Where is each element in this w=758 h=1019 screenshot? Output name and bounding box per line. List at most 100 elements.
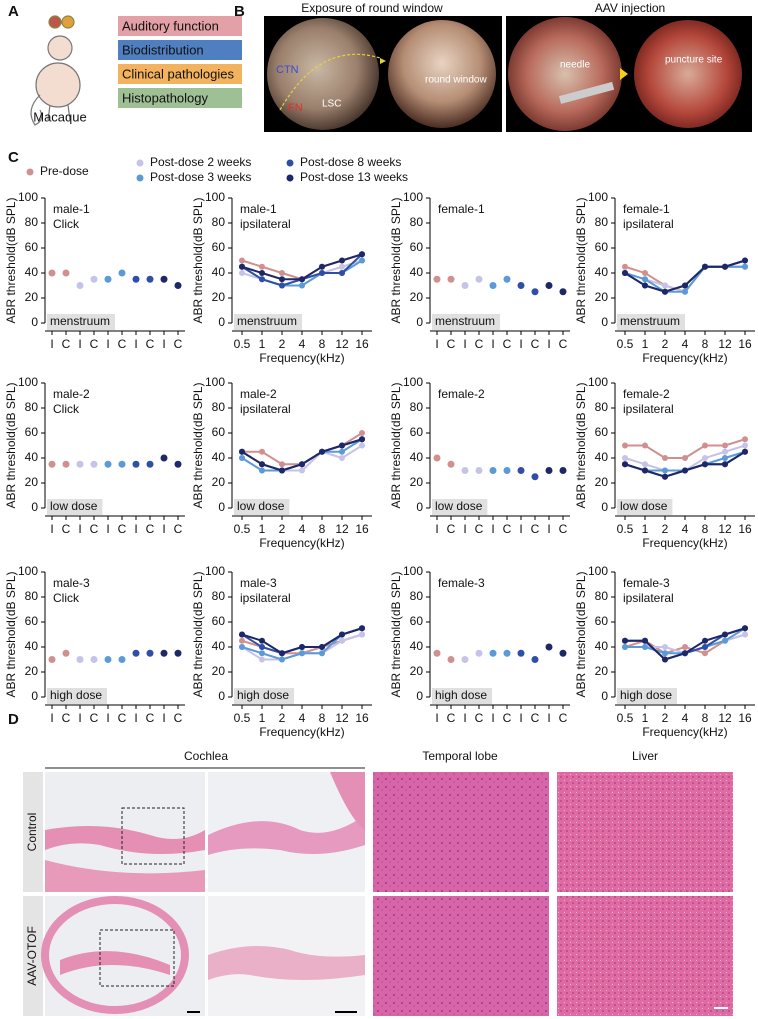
data-point bbox=[622, 461, 628, 468]
data-point bbox=[319, 650, 325, 657]
endoscope-view bbox=[508, 17, 622, 131]
data-point bbox=[118, 269, 126, 277]
x-tick-label: 2 bbox=[279, 711, 286, 725]
data-point bbox=[359, 442, 365, 449]
y-tick-label: 80 bbox=[212, 589, 226, 603]
x-tick-label: C bbox=[62, 337, 71, 351]
y-tick-label: 20 bbox=[25, 664, 39, 678]
data-point bbox=[299, 276, 305, 283]
data-point bbox=[259, 263, 265, 270]
x-tick-label: 1 bbox=[259, 711, 266, 725]
chart-subtitle: ipsilateral bbox=[240, 217, 291, 231]
data-point bbox=[447, 460, 455, 468]
row-label: AAV-OTOF bbox=[25, 926, 39, 986]
y-tick-label: 0 bbox=[601, 500, 608, 514]
data-point bbox=[642, 442, 648, 449]
x-axis-label: Frequency(kHz) bbox=[259, 725, 344, 739]
annotation: low dose bbox=[237, 499, 285, 513]
x-tick-label: C bbox=[146, 711, 155, 725]
y-tick-label: 20 bbox=[595, 290, 609, 304]
y-tick-label: 40 bbox=[25, 639, 39, 653]
x-tick-label: I bbox=[463, 522, 466, 536]
y-tick-label: 100 bbox=[18, 564, 38, 578]
x-tick-label: C bbox=[62, 522, 71, 536]
annotation: low dose bbox=[50, 499, 98, 513]
annotation: low dose bbox=[620, 499, 668, 513]
x-tick-label: I bbox=[435, 711, 438, 725]
data-point bbox=[662, 467, 668, 474]
x-tick-label: 1 bbox=[642, 522, 649, 536]
x-tick-label: I bbox=[491, 337, 494, 351]
data-point bbox=[702, 650, 708, 657]
data-point bbox=[90, 460, 98, 468]
data-point bbox=[279, 270, 285, 276]
row-label-box bbox=[23, 896, 43, 1016]
x-tick-label: C bbox=[447, 522, 456, 536]
data-point bbox=[503, 649, 511, 657]
data-point bbox=[299, 461, 305, 468]
x-tick-label: C bbox=[118, 711, 127, 725]
data-point bbox=[76, 460, 84, 468]
data-point bbox=[239, 263, 245, 270]
y-tick-label: 20 bbox=[212, 290, 226, 304]
data-point bbox=[662, 282, 668, 289]
y-tick-label: 80 bbox=[410, 215, 424, 229]
data-point bbox=[239, 637, 245, 644]
data-point bbox=[642, 282, 648, 289]
y-tick-label: 20 bbox=[25, 290, 39, 304]
y-tick-label: 60 bbox=[595, 240, 609, 254]
chart-title: male-2 bbox=[53, 387, 90, 401]
data-point bbox=[742, 263, 748, 270]
annotation-box bbox=[234, 499, 290, 515]
temporal-lobe-image bbox=[373, 896, 549, 1016]
y-tick-label: 100 bbox=[18, 375, 38, 389]
y-axis-label: ABR threshold(dB SPL) bbox=[574, 197, 588, 323]
data-point bbox=[118, 460, 126, 468]
annotation-box bbox=[47, 314, 116, 330]
data-point bbox=[319, 448, 325, 455]
chart-title: male-3 bbox=[53, 576, 90, 590]
data-point bbox=[642, 467, 648, 474]
annotation: CTN bbox=[276, 64, 299, 76]
x-tick-label: 0.5 bbox=[234, 711, 251, 725]
annotation: needle bbox=[560, 60, 590, 71]
y-tick-label: 20 bbox=[410, 475, 424, 489]
data-point bbox=[489, 282, 497, 289]
data-point bbox=[682, 282, 688, 289]
data-point bbox=[475, 649, 483, 657]
x-axis-label: Frequency(kHz) bbox=[642, 725, 727, 739]
y-tick-label: 80 bbox=[595, 215, 609, 229]
x-tick-label: C bbox=[174, 711, 183, 725]
data-point bbox=[642, 461, 648, 468]
y-tick-label: 60 bbox=[25, 240, 39, 254]
annotation-box bbox=[617, 688, 678, 704]
x-tick-label: C bbox=[475, 711, 484, 725]
data-point bbox=[339, 631, 345, 638]
x-tick-label: I bbox=[519, 711, 522, 725]
y-tick-label: 40 bbox=[410, 639, 424, 653]
data-point bbox=[319, 644, 325, 650]
x-tick-label: 8 bbox=[319, 711, 326, 725]
data-point bbox=[259, 650, 265, 657]
chart-title: female-3 bbox=[623, 576, 670, 590]
x-tick-label: 0.5 bbox=[617, 522, 634, 536]
chart-subtitle: Click bbox=[53, 217, 80, 231]
x-tick-label: 12 bbox=[335, 522, 349, 536]
data-point bbox=[622, 442, 628, 449]
y-tick-label: 100 bbox=[588, 375, 608, 389]
data-point bbox=[299, 644, 305, 650]
x-tick-label: C bbox=[447, 711, 456, 725]
x-tick-label: 8 bbox=[702, 522, 709, 536]
data-point bbox=[682, 288, 688, 295]
data-point bbox=[146, 649, 154, 657]
category-box bbox=[118, 40, 242, 60]
legend-label: Post-dose 2 weeks bbox=[150, 155, 251, 169]
data-point bbox=[174, 282, 182, 289]
data-point bbox=[702, 263, 708, 270]
annotation: menstruum bbox=[435, 314, 495, 328]
x-axis-label: Frequency(kHz) bbox=[259, 536, 344, 550]
data-point bbox=[259, 637, 265, 644]
annotation: low dose bbox=[435, 499, 483, 513]
